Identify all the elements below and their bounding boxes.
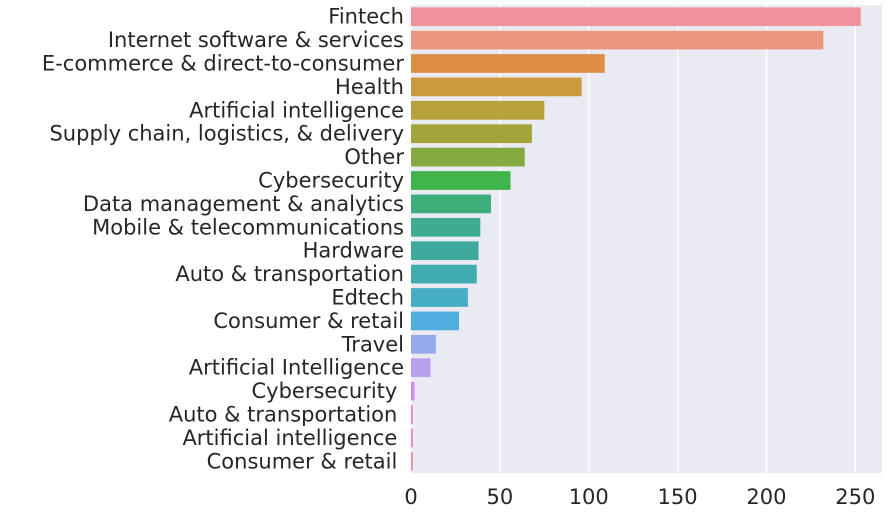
- category-label: Consumer & retail: [207, 449, 404, 473]
- bar: [411, 100, 545, 120]
- category-label: Auto & transportation: [175, 262, 404, 286]
- bar: [411, 30, 824, 50]
- category-label: Auto & transportation: [169, 403, 404, 427]
- category-label: Hardware: [303, 239, 404, 263]
- category-label: Fintech: [328, 5, 404, 29]
- x-tick-label: 100: [569, 485, 609, 509]
- category-label: Other: [344, 145, 404, 169]
- bar: [411, 264, 477, 284]
- category-label: Mobile & telecommunications: [92, 215, 404, 239]
- bar: [411, 77, 582, 97]
- bar: [411, 334, 436, 354]
- x-axis-ticks: 0 50 100 150 200 250: [404, 485, 875, 509]
- category-label: Internet software & services: [108, 28, 404, 52]
- category-label: Health: [335, 75, 404, 99]
- bar: [411, 358, 431, 378]
- bar: [411, 451, 413, 471]
- bar: [411, 288, 468, 307]
- x-tick-label: 50: [487, 485, 514, 509]
- category-label: Supply chain, logistics, & delivery: [49, 122, 404, 146]
- x-tick-label: 250: [835, 485, 875, 509]
- category-label: Cybersecurity: [252, 379, 405, 403]
- bar: [411, 171, 511, 190]
- x-tick-label: 0: [404, 485, 417, 509]
- category-label: Artificial Intelligence: [189, 356, 404, 380]
- category-label: Edtech: [331, 286, 404, 310]
- bars: [411, 7, 861, 471]
- category-label: Travel: [341, 332, 404, 356]
- bar: [411, 381, 415, 401]
- bar: [411, 7, 861, 27]
- bar: [411, 217, 481, 237]
- plot-area: [411, 5, 882, 473]
- bar: [411, 241, 479, 261]
- bar: [411, 428, 413, 448]
- category-label: Artificial intelligence: [189, 98, 404, 122]
- category-label: Cybersecurity: [258, 169, 404, 193]
- bar: [411, 54, 605, 73]
- bar: [411, 194, 491, 214]
- category-label: E-commerce & direct-to-consumer: [42, 52, 404, 76]
- category-label: Consumer & retail: [213, 309, 404, 333]
- bar: [411, 405, 413, 424]
- x-tick-label: 200: [746, 485, 786, 509]
- bar: [411, 311, 459, 331]
- category-label: Data management & analytics: [83, 192, 404, 216]
- bar: [411, 147, 525, 167]
- category-label: Artificial intelligence: [182, 426, 404, 450]
- x-tick-label: 150: [658, 485, 698, 509]
- bar: [411, 124, 532, 144]
